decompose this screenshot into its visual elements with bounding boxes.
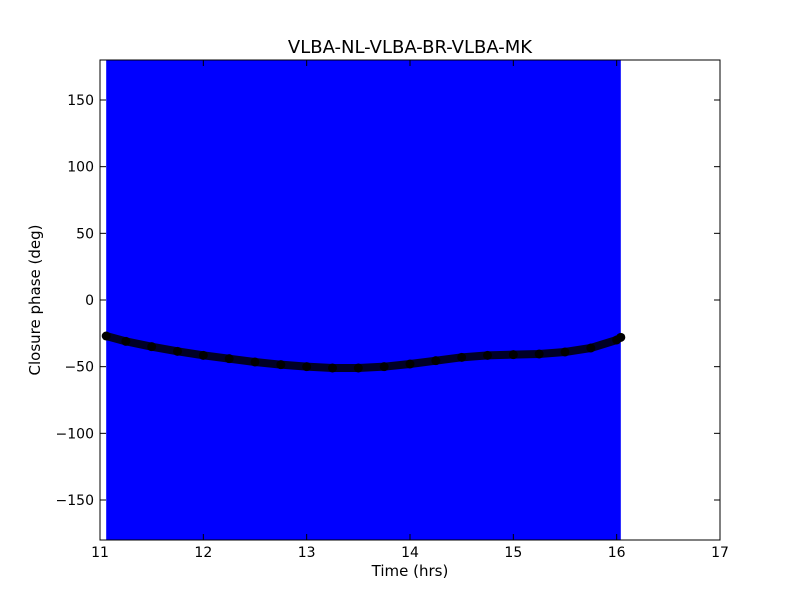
data-point [250,357,260,367]
data-point [198,350,208,360]
y-tick-label: 50 [76,226,94,242]
x-tick-label: 16 [608,545,626,561]
data-point [483,350,492,360]
data-point [302,362,312,372]
y-tick-label: 0 [85,293,94,309]
data-point [508,350,518,360]
data-point [101,331,111,341]
data-point [353,363,363,373]
data-point [379,362,389,372]
data-point [173,346,182,356]
data-point [431,356,441,366]
data-point [457,352,467,362]
data-point [405,359,415,369]
data-point [147,342,157,352]
x-tick-label: 14 [401,545,419,561]
error-band [106,60,621,540]
y-tick-label: −150 [56,493,94,509]
data-point [121,336,131,346]
x-tick-label: 17 [711,545,729,561]
data-point [328,363,337,373]
y-tick-label: −50 [64,360,94,376]
y-tick-label: −100 [56,426,94,442]
chart-title: VLBA-NL-VLBA-BR-VLBA-MK [288,37,533,58]
x-tick-label: 13 [298,545,316,561]
x-tick-label: 15 [504,545,522,561]
x-axis-label: Time (hrs) [371,562,449,580]
y-tick-label: 150 [67,93,94,109]
plot-area: 11 12 13 14 15 16 17 −150 −100 −50 0 50 100 150 [56,59,729,561]
data-point [224,354,234,364]
data-point [586,343,596,353]
data-point [534,349,544,359]
y-axis-label: Closure phase (deg) [26,225,44,376]
y-tick-label: 100 [67,160,94,176]
data-point [616,332,626,342]
x-tick-label: 11 [91,545,109,561]
data-point [560,347,570,357]
x-tick-label: 12 [194,545,212,561]
data-line-0 [102,332,625,372]
data-point [276,360,286,370]
